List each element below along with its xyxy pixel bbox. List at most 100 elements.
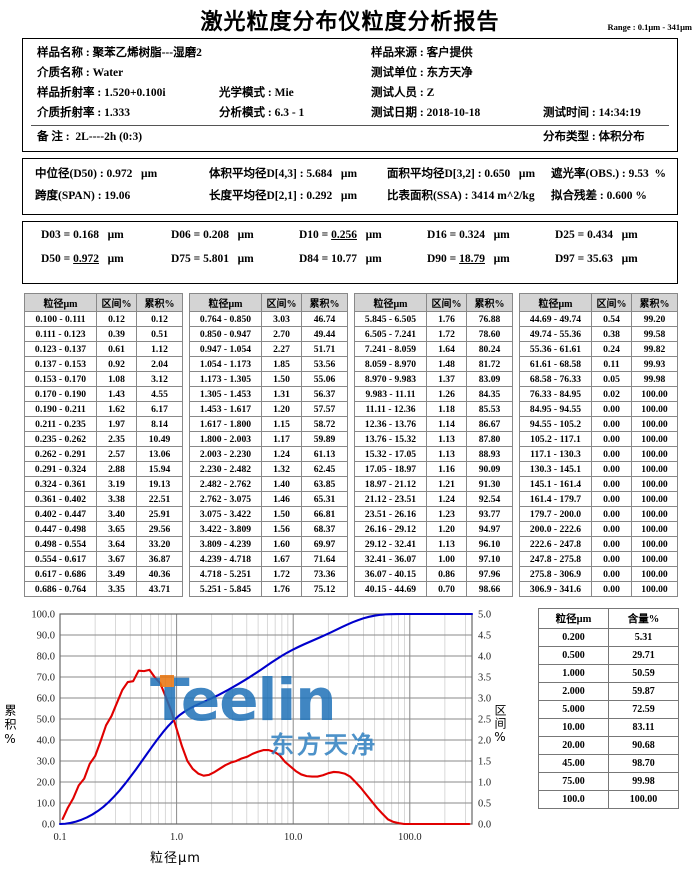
table-cell: 91.30 xyxy=(466,476,513,492)
test-unit-value: 东方天净 xyxy=(426,67,473,79)
table-cell: 0.02 xyxy=(591,386,632,402)
table-cell: 92.54 xyxy=(466,491,513,507)
table-cell: 117.1 - 130.3 xyxy=(519,446,592,462)
chart-ytick-right: 2.0 xyxy=(478,736,491,747)
dvalue-label: D16 = xyxy=(427,229,460,241)
table-row: 179.7 - 200.0 0.00 100.00 xyxy=(519,506,678,522)
table-cell: 65.31 xyxy=(301,491,348,507)
table-cell: 306.9 - 341.6 xyxy=(519,581,592,597)
table-row: 61.61 - 68.58 0.11 99.93 xyxy=(519,356,678,372)
table-cell: 0.11 xyxy=(591,356,632,372)
table-cell: 3.64 xyxy=(96,536,137,552)
table-cell: 247.8 - 275.8 xyxy=(519,551,592,567)
table-cell: 100.00 xyxy=(631,476,678,492)
table-cell: 1.43 xyxy=(96,386,137,402)
summary-cell: 98.70 xyxy=(608,754,679,773)
table-cell: 0.12 xyxy=(96,311,137,327)
dvalue-cell: D84 = 10.77 μm xyxy=(299,253,382,265)
summary-cell: 50.59 xyxy=(608,664,679,683)
table-header-row: 粒径μm 区间% 累积% xyxy=(354,293,513,312)
table-row: 4.718 - 5.251 1.72 73.36 xyxy=(189,566,348,582)
table-cell: 0.00 xyxy=(591,461,632,477)
table-cell: 13.76 - 15.32 xyxy=(354,431,427,447)
table-cell: 1.50 xyxy=(261,506,302,522)
table-cell: 3.075 - 3.422 xyxy=(189,506,262,522)
table-cell: 0.00 xyxy=(591,446,632,462)
table-row: 0.170 - 0.190 1.43 4.55 xyxy=(24,386,183,402)
table-row: 0.361 - 0.402 3.38 22.51 xyxy=(24,491,183,507)
table-cell: 0.38 xyxy=(591,326,632,342)
test-date-field: 测试日期 : 2018-10-18 xyxy=(371,104,480,120)
medium-ri-field: 介质折射率 : 1.333 xyxy=(37,104,130,120)
medium-ri-label: 介质折射率 : xyxy=(37,107,102,119)
table-row: 5.251 - 5.845 1.76 75.12 xyxy=(189,581,348,597)
column-header: 粒径μm xyxy=(189,293,262,312)
table-cell: 0.617 - 0.686 xyxy=(24,566,97,582)
dvalue-unit: μm xyxy=(356,229,382,241)
median-d50-stat: 中位径(D50) : 0.972 μm xyxy=(35,165,157,181)
summary-cell: 0.500 xyxy=(538,646,609,665)
summary-row: 5.000 72.59 xyxy=(538,700,679,719)
table-cell: 1.13 xyxy=(426,536,467,552)
table-row: 68.58 - 76.33 0.05 99.98 xyxy=(519,371,678,387)
table-cell: 23.51 - 26.16 xyxy=(354,506,427,522)
table-cell: 15.32 - 17.05 xyxy=(354,446,427,462)
optical-mode-field: 光学模式 : Mie xyxy=(219,84,294,100)
table-cell: 3.19 xyxy=(96,476,137,492)
table-cell: 1.72 xyxy=(426,326,467,342)
obscuration-unit: % xyxy=(654,168,667,180)
table-cell: 0.70 xyxy=(426,581,467,597)
chart-ytick-left: 0.0 xyxy=(42,820,55,831)
dvalue-unit: μm xyxy=(612,253,638,265)
medium-name-field: 介质名称 : Water xyxy=(37,64,123,80)
chart-ytick-right: 3.0 xyxy=(478,694,491,705)
table-cell: 2.70 xyxy=(261,326,302,342)
summary-table: 粒径μm 含量% 0.200 5.31 0.500 29.71 1.000 50.59 2.00… xyxy=(538,608,679,809)
table-cell: 145.1 - 161.4 xyxy=(519,476,592,492)
summary-cell: 90.68 xyxy=(608,736,679,755)
table-cell: 1.50 xyxy=(261,371,302,387)
table-cell: 3.03 xyxy=(261,311,302,327)
obscuration-value: 9.53 xyxy=(628,168,649,180)
table-cell: 40.36 xyxy=(136,566,183,582)
table-cell: 18.97 - 21.12 xyxy=(354,476,427,492)
table-cell: 105.2 - 117.1 xyxy=(519,431,592,447)
table-cell: 3.422 - 3.809 xyxy=(189,521,262,537)
table-row: 1.617 - 1.800 1.15 58.72 xyxy=(189,416,348,432)
dvalue-label: D50 = xyxy=(41,253,74,265)
table-cell: 1.23 xyxy=(426,506,467,522)
table-row: 13.76 - 15.32 1.13 87.80 xyxy=(354,431,513,447)
table-row: 247.8 - 275.8 0.00 100.00 xyxy=(519,551,678,567)
table-row: 105.2 - 117.1 0.00 100.00 xyxy=(519,431,678,447)
table-row: 1.305 - 1.453 1.31 56.37 xyxy=(189,386,348,402)
dvalue-cell: D90 = 18.79 μm xyxy=(427,253,510,265)
summary-cell: 0.200 xyxy=(538,628,609,647)
dvalue-cell: D50 = 0.972 μm xyxy=(41,253,124,265)
table-row: 5.845 - 6.505 1.76 76.88 xyxy=(354,311,513,327)
table-row: 40.15 - 44.69 0.70 98.66 xyxy=(354,581,513,597)
table-cell: 8.14 xyxy=(136,416,183,432)
fit-residual-value: 0.600 % xyxy=(606,190,647,202)
tester-label: 测试人员 : xyxy=(371,87,424,99)
table-row: 1.173 - 1.305 1.50 55.06 xyxy=(189,371,348,387)
table-row: 32.41 - 36.07 1.00 97.10 xyxy=(354,551,513,567)
table-cell: 2.230 - 2.482 xyxy=(189,461,262,477)
table-row: 84.95 - 94.55 0.00 100.00 xyxy=(519,401,678,417)
table-cell: 100.00 xyxy=(631,536,678,552)
table-cell: 0.00 xyxy=(591,416,632,432)
area-mean-d32-stat: 面积平均径D[3,2] : 0.650 μm xyxy=(387,165,535,181)
table-cell: 275.8 - 306.9 xyxy=(519,566,592,582)
table-row: 0.686 - 0.764 3.35 43.71 xyxy=(24,581,183,597)
table-row: 130.3 - 145.1 0.00 100.00 xyxy=(519,461,678,477)
summary-row: 20.00 90.68 xyxy=(538,736,679,755)
chart-series-interval xyxy=(61,668,471,826)
table-cell: 1.13 xyxy=(426,446,467,462)
dvalue-unit: μm xyxy=(98,253,124,265)
dvalue-value: 0.208 xyxy=(203,229,229,241)
table-cell: 0.00 xyxy=(591,536,632,552)
table-cell: 59.89 xyxy=(301,431,348,447)
table-cell: 0.12 xyxy=(136,311,183,327)
table-cell: 36.07 - 40.15 xyxy=(354,566,427,582)
table-row: 0.153 - 0.170 1.08 3.12 xyxy=(24,371,183,387)
